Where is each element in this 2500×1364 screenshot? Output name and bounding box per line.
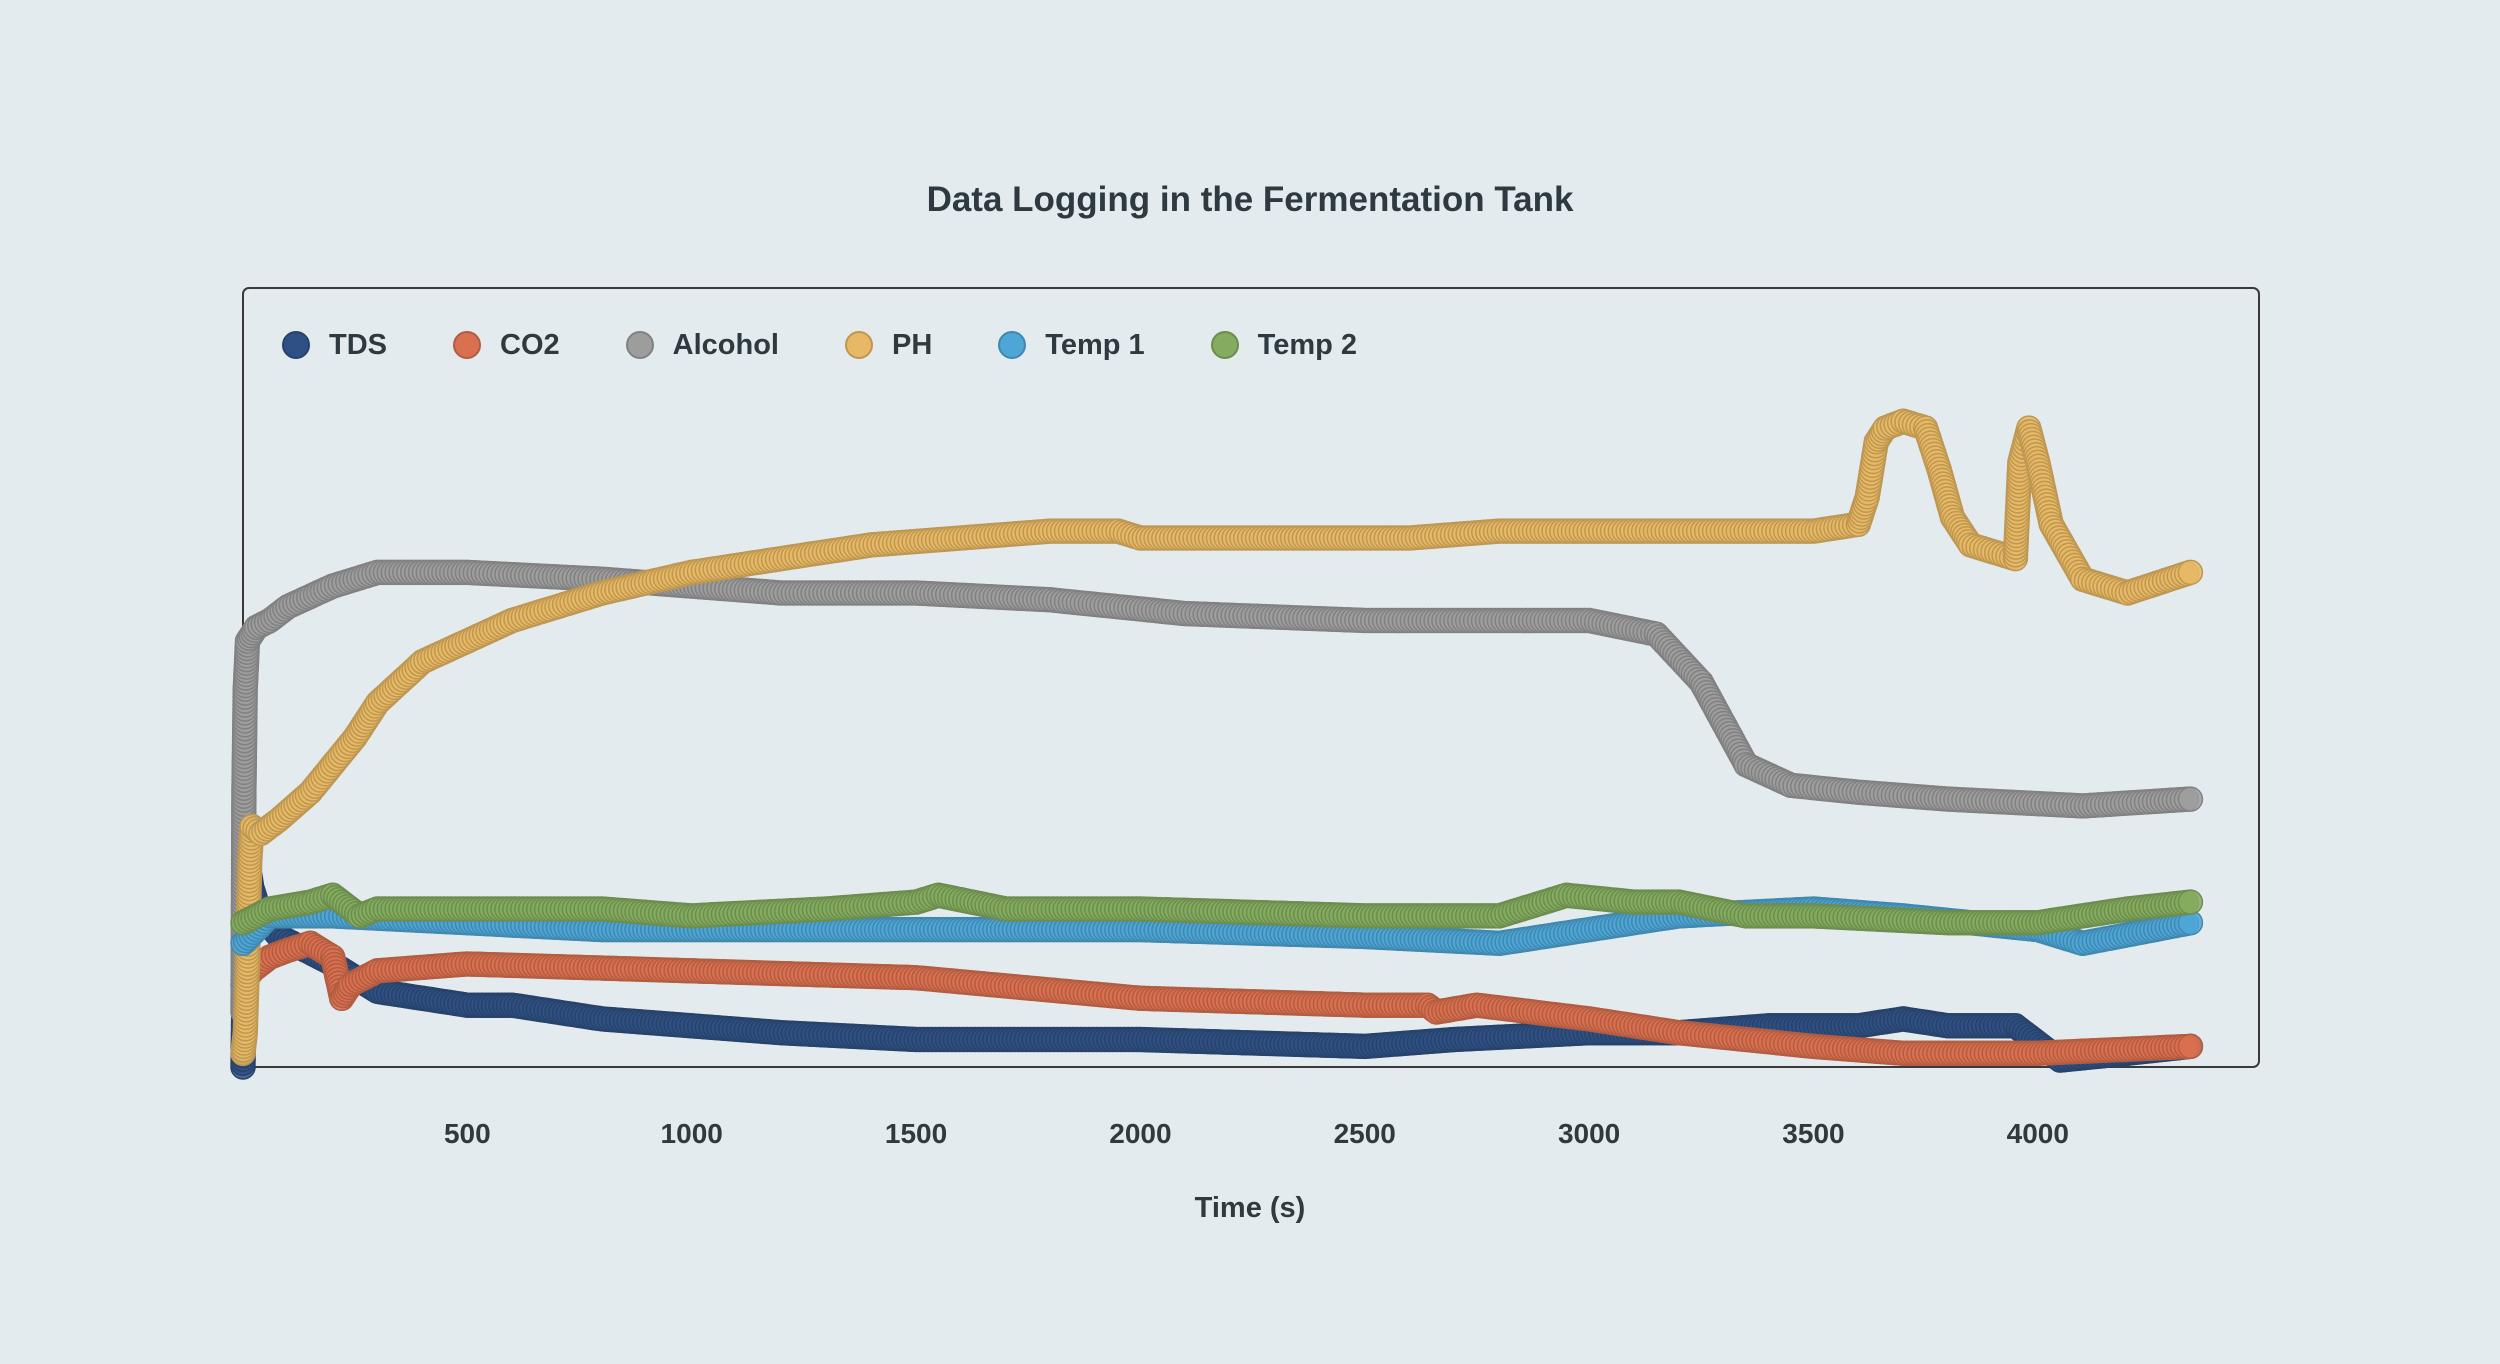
legend-swatch [998, 331, 1027, 359]
x-tick-label: 4000 [2007, 1118, 2069, 1149]
x-tick-label: 2000 [1109, 1118, 1171, 1149]
x-tick-labels: 500 1000 1500 2000 2500 3000 3500 4000 [444, 1118, 2069, 1149]
x-tick-label: 2500 [1334, 1118, 1396, 1149]
legend-item-temp-2[interactable]: Temp 2 [1210, 328, 1358, 362]
legend-swatch [625, 331, 654, 359]
x-axis-label: Time (s) [1194, 1192, 1306, 1224]
legend-label: Temp 2 [1257, 328, 1358, 361]
series-co2 [230, 930, 2204, 1067]
data-point [2177, 559, 2204, 586]
legend-label: TDS [329, 328, 387, 361]
legend-swatch [844, 331, 873, 359]
data-point [2177, 889, 2204, 915]
x-tick-label: 1500 [885, 1118, 947, 1149]
legend-item-co2[interactable]: CO2 [453, 329, 560, 362]
legend-label: Alcohol [672, 328, 779, 361]
legend-label: PH [891, 328, 933, 361]
chart-title: Data Logging in the Fermentation Tank [926, 180, 1574, 219]
legend-swatch [282, 331, 310, 359]
legend-item-alcohol[interactable]: Alcohol [625, 328, 779, 362]
plot-frame [242, 287, 2260, 1068]
data-point [2177, 786, 2204, 812]
x-tick-label: 3500 [1782, 1118, 1844, 1149]
legend-item-ph[interactable]: PH [844, 328, 933, 362]
legend-swatch [1210, 331, 1239, 359]
series-layer [230, 408, 2204, 1080]
x-tick-label: 1000 [661, 1118, 723, 1149]
legend-item-temp-1[interactable]: Temp 1 [998, 328, 1145, 362]
x-tick-label: 500 [444, 1118, 491, 1149]
legend-item-tds[interactable]: TDS [282, 329, 387, 362]
legend-label: Temp 1 [1045, 328, 1145, 361]
x-tick-label: 3000 [1558, 1118, 1620, 1149]
legend: TDS CO2 Alcohol PH Temp 1 Temp 2 [282, 325, 1423, 365]
data-point [2177, 1033, 2204, 1060]
legend-swatch [453, 331, 481, 359]
legend-label: CO2 [500, 328, 560, 361]
